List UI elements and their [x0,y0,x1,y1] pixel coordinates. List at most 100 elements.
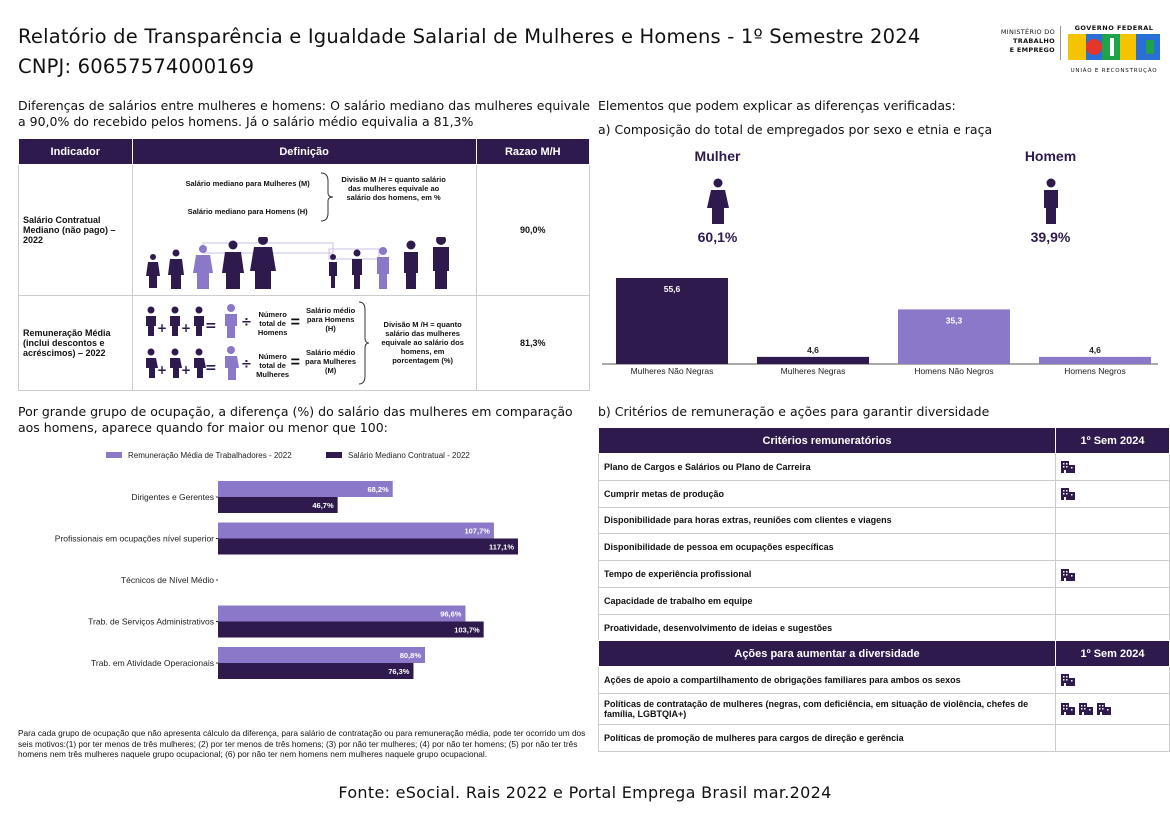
bar [218,605,466,622]
bar [1039,356,1151,364]
building-icon [1061,568,1075,581]
criteria-status [1055,560,1170,588]
criteria-label: Plano de Cargos e Salários ou Plano de C… [598,453,1056,481]
category-label: Trab. em Atividade Operacionais [91,658,214,668]
diversity-header: Ações para aumentar a diversidade [598,640,1056,667]
criteria-status [1055,613,1170,642]
criteria-row: Tempo de experiência profissional [598,560,1170,588]
avg-men: Salário médio para Homens (H) [306,306,356,333]
total-men: Número total de Homens [257,310,288,337]
building-icon [1061,488,1075,501]
bar-value-label: 96,6% [440,610,462,619]
criteria-row: Disponibilidade para horas extras, reuni… [598,506,1170,535]
building-icon [1061,703,1075,716]
diversity-label: Políticas de promoção de mulheres para c… [598,723,1056,752]
total-women: Número total de Mulheres [256,352,290,379]
elements-heading: Elementos que podem explicar as diferenç… [598,98,956,113]
svg-text:÷: ÷ [241,357,252,372]
svg-text:÷: ÷ [241,315,252,330]
bar [218,497,338,513]
avg-women: Salário médio para Mulheres (M) [305,348,357,375]
svg-text:=: = [205,318,217,334]
legend-label: Salário Mediano Contratual - 2022 [348,451,470,460]
criteria-label: Cumprir metas de produção [598,479,1056,508]
man-summary: Homem 39,9% [993,148,1108,245]
svg-text:+: + [157,363,167,377]
diversity-row: Políticas de promoção de mulheres para c… [598,723,1170,752]
def-men-median: Salário mediano para Homens (H) [187,207,308,216]
people-sum-icon: + + = ÷ + + = [145,304,252,380]
diversity-label: Políticas de contratação de mulheres (ne… [598,692,1056,725]
bar [218,663,414,679]
man-label: Homem [1024,148,1077,164]
building-icon [1079,703,1093,716]
diversity-table: Ações para aumentar a diversidade 1º Sem… [598,640,1170,752]
man-pct: 39,9% [1030,229,1071,245]
criteria-label: Proatividade, desenvolvimento de ideias … [598,613,1056,642]
svg-text:+: + [181,321,191,335]
ratio-median: 90,0% [475,164,591,296]
col-definition: Definição [131,138,477,165]
category-label: Técnicos de Nível Médio [121,575,214,585]
definition-median: Salário mediano para Mulheres (M) Salári… [131,164,477,296]
bar-value-label: 46,7% [312,501,334,510]
composition-chart: 55,6 Mulheres Não Negras 4,6 Mulheres Negra… [602,278,1158,376]
building-icon [1061,461,1075,474]
category-label: Mulheres Não Negras [631,366,714,376]
svg-text:=: = [205,360,217,376]
bar-value-label: 103,7% [454,626,480,635]
criteria-row: Proatividade, desenvolvimento de ideias … [598,613,1170,642]
woman-summary: Mulher 60,1% [660,148,775,245]
indicator-table: Indicador Definição Razao M/H Salário Co… [18,138,591,391]
col-ratio: Razao M/H [475,138,591,165]
people-median-icon [145,237,449,289]
bar-value-label: 117,1% [489,543,514,552]
ratio-average: 81,3% [475,295,591,391]
criteria-row: Cumprir metas de produção [598,479,1170,508]
criteria-label: Disponibilidade para horas extras, reuni… [598,506,1056,535]
footnote: Para cada grupo de ocupação que não apre… [18,728,586,759]
category-label: Homens Não Negros [914,366,993,376]
svg-text:+: + [157,321,167,335]
bar [218,647,426,663]
logo-divider [1060,26,1061,60]
category-label: Mulheres Negras [781,366,846,376]
def-women-median: Salário mediano para Mulheres (M) [185,179,310,188]
bar-value-label: 68,2% [367,485,389,494]
criteria-status [1055,533,1170,562]
bar-value-label: 35,3 [946,315,963,325]
criteria-table: Critérios remuneratórios 1º Sem 2024 Pla… [598,427,1170,642]
criteria-label: Disponibilidade de pessoa em ocupações e… [598,533,1056,562]
criteria-status [1055,453,1170,481]
bar-value-label: 4,6 [1089,345,1101,355]
criteria-sem-header: 1º Sem 2024 [1055,427,1170,454]
diversity-status [1055,692,1170,725]
woman-icon [706,178,729,224]
diversity-label: Ações de apoio a compartilhamento de obr… [598,666,1056,694]
brasil-logo-icon [1068,34,1160,60]
diversity-row: Ações de apoio a compartilhamento de obr… [598,666,1170,694]
woman-label: Mulher [694,148,741,164]
equals-icon: = [290,354,300,371]
bar [616,278,728,364]
legend-swatch [106,452,122,458]
occupation-chart: Remuneração Média de Trabalhadores - 202… [55,451,518,679]
criteria-row: Capacidade de trabalho em equipe [598,586,1170,615]
svg-text:+: + [181,363,191,377]
definition-average: + + = ÷ + + = [131,295,477,391]
bar-value-label: 55,6 [664,284,681,294]
page-title: Relatório de Transparência e Igualdade S… [18,22,920,82]
diversity-row: Políticas de contratação de mulheres (ne… [598,692,1170,725]
intro-text: Diferenças de salários entre mulheres e … [18,98,590,129]
source-text: Fonte: eSocial. Rais 2022 e Portal Empre… [338,783,832,802]
bar [757,356,869,364]
category-label: Profissionais em ocupações nível superio… [55,534,214,544]
category-label: Homens Negros [1064,366,1125,376]
bar-value-label: 80,8% [400,651,422,660]
legend-label: Remuneração Média de Trabalhadores - 202… [128,451,292,460]
brace-icon [320,172,333,222]
category-label: Dirigentes e Gerentes [131,492,214,502]
indicator-average: Remuneração Média (inclui descontos e ac… [18,295,133,391]
brace-icon [358,301,369,385]
diversity-sem-header: 1º Sem 2024 [1055,640,1170,667]
